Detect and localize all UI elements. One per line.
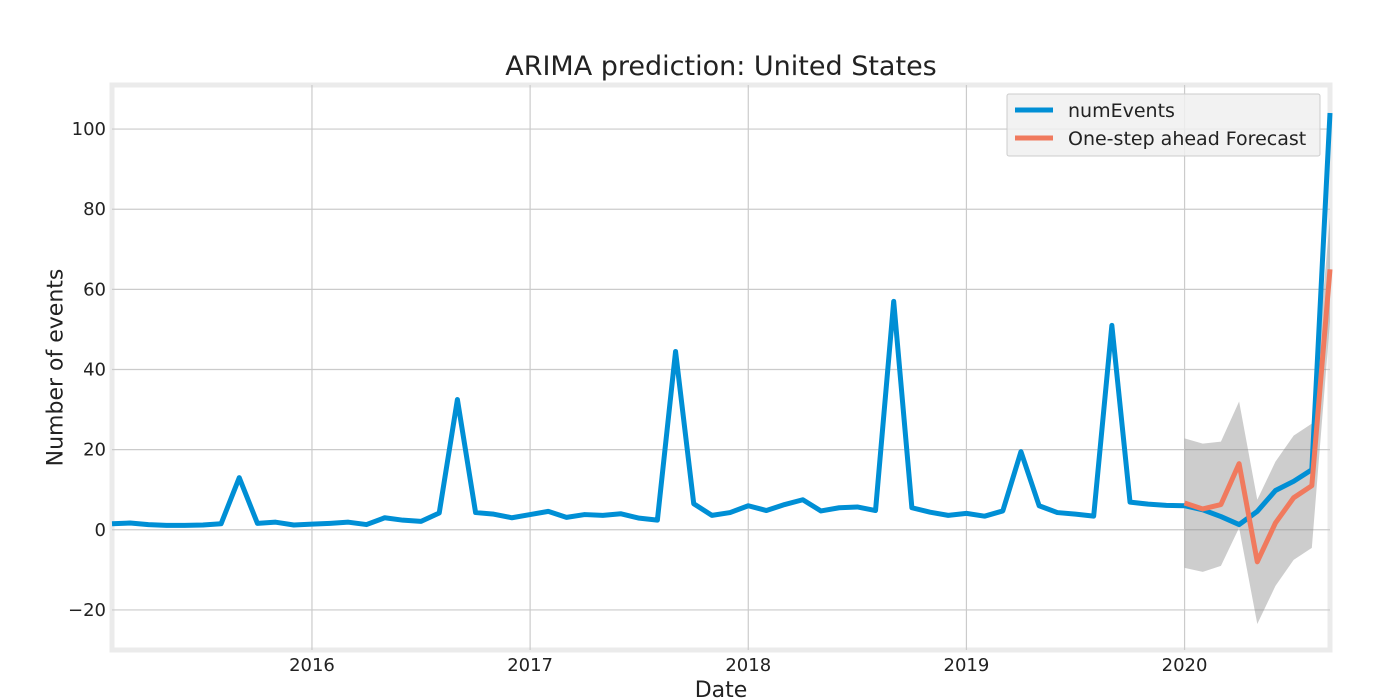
y-tick-label: 40	[83, 360, 106, 381]
y-tick-label: −20	[68, 600, 106, 621]
tick-labels: −20 0 20 40 60 80 100 2016 2017 2018 2019 2020	[68, 119, 1207, 676]
y-axis-label: Number of events	[44, 269, 69, 467]
legend: numEvents One-step ahead Forecast	[1006, 93, 1321, 157]
x-tick-label: 2017	[507, 655, 553, 676]
confidence-band	[1184, 217, 1330, 624]
x-tick-label: 2018	[725, 655, 771, 676]
y-tick-label: 60	[83, 279, 106, 300]
legend-label-forecast: One-step ahead Forecast	[1068, 128, 1306, 150]
confidence-interval-band	[1184, 217, 1330, 624]
series-line-numEvents	[111, 112, 1333, 528]
legend-box	[1006, 93, 1321, 157]
x-axis-label: Date	[695, 678, 748, 700]
chart-title: ARIMA prediction: United States	[505, 51, 937, 82]
plot-area	[109, 82, 1333, 653]
y-tick-label: 80	[83, 199, 106, 220]
y-tick-label: 20	[83, 440, 106, 461]
y-tick-label: 0	[95, 520, 106, 541]
x-tick-label: 2020	[1162, 655, 1208, 676]
x-tick-label: 2019	[944, 655, 990, 676]
x-tick-label: 2016	[289, 655, 335, 676]
legend-label-numEvents: numEvents	[1068, 100, 1175, 122]
series-line-forecast	[1183, 269, 1333, 565]
series-lines	[111, 112, 1333, 565]
y-tick-label: 100	[72, 119, 106, 140]
